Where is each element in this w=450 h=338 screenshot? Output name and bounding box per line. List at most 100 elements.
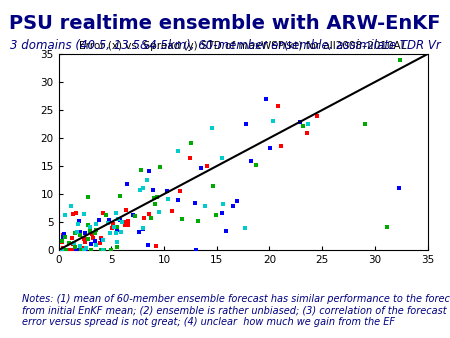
Point xyxy=(100,247,108,252)
Point xyxy=(187,155,194,160)
Point xyxy=(396,185,403,191)
Point xyxy=(164,196,171,201)
Point xyxy=(140,226,147,232)
Point xyxy=(66,247,73,252)
Point xyxy=(60,245,67,251)
Point xyxy=(138,167,145,172)
Point xyxy=(92,242,99,247)
Point xyxy=(71,240,78,245)
Point xyxy=(179,217,186,222)
Point xyxy=(116,193,123,199)
Point xyxy=(361,121,368,127)
Point xyxy=(72,247,79,252)
Point xyxy=(112,231,120,236)
Point xyxy=(146,169,153,174)
Point xyxy=(177,188,184,193)
Point xyxy=(81,247,88,252)
Point xyxy=(136,230,143,235)
Point xyxy=(69,236,76,241)
Point xyxy=(100,211,107,216)
Point xyxy=(81,236,88,241)
Point xyxy=(85,236,92,241)
Point xyxy=(222,229,230,234)
Point xyxy=(188,141,195,146)
Point xyxy=(117,218,124,223)
Point xyxy=(124,218,131,223)
Point xyxy=(136,187,144,193)
Point xyxy=(76,247,84,252)
Point xyxy=(89,231,96,236)
Point xyxy=(243,121,250,127)
Point xyxy=(156,164,163,169)
Text: 3 domains (40.5, 13.5&4.5km), 60-member ensemble, assimilate TDR Vr: 3 domains (40.5, 13.5&4.5km), 60-member … xyxy=(9,39,441,52)
Text: Notes: (1) mean of 60-member ensemble forecast has similar performance to the fo: Notes: (1) mean of 60-member ensemble fo… xyxy=(22,294,450,327)
Point xyxy=(124,181,131,187)
Point xyxy=(58,247,66,252)
Point xyxy=(92,230,99,235)
Point xyxy=(151,201,158,207)
Point xyxy=(58,247,65,252)
Point xyxy=(72,211,80,216)
Point xyxy=(248,159,255,164)
Point xyxy=(106,231,113,236)
Point xyxy=(168,208,176,214)
Point xyxy=(152,243,159,248)
Point xyxy=(108,247,115,252)
Point xyxy=(86,224,94,230)
Point xyxy=(219,210,226,215)
Point xyxy=(242,225,249,231)
Point xyxy=(210,183,217,189)
Point xyxy=(252,163,260,168)
Point xyxy=(93,228,100,233)
Point xyxy=(123,220,130,225)
Point xyxy=(68,247,75,252)
Point xyxy=(144,242,151,247)
Point xyxy=(304,121,311,126)
Point xyxy=(93,222,100,227)
Point xyxy=(262,97,270,102)
Point xyxy=(90,236,97,241)
Point xyxy=(58,247,65,252)
Point xyxy=(175,197,182,203)
Point xyxy=(110,224,117,229)
Point xyxy=(304,130,311,136)
Point xyxy=(78,247,85,252)
Point xyxy=(80,245,87,250)
Point xyxy=(62,234,69,239)
Point xyxy=(113,239,121,244)
Point xyxy=(97,240,104,246)
Point xyxy=(212,212,219,217)
Point xyxy=(58,238,65,244)
Point xyxy=(63,247,70,252)
Point xyxy=(201,203,208,209)
Point xyxy=(219,201,226,207)
Point xyxy=(274,103,282,108)
Point xyxy=(87,228,94,234)
Point xyxy=(70,241,77,247)
Point xyxy=(68,247,75,252)
Point xyxy=(269,119,276,124)
Point xyxy=(122,208,130,213)
Point xyxy=(76,218,83,223)
Point xyxy=(195,219,202,224)
Point xyxy=(140,185,147,190)
Point xyxy=(121,222,128,227)
Point xyxy=(114,224,121,230)
Point xyxy=(193,247,200,252)
Point xyxy=(76,232,83,238)
Point xyxy=(87,247,94,252)
Point xyxy=(132,213,139,218)
Point xyxy=(233,198,240,204)
Point xyxy=(208,125,215,131)
Point xyxy=(70,212,77,217)
Point xyxy=(82,239,89,244)
Point xyxy=(59,233,67,238)
Point xyxy=(108,225,115,231)
Point xyxy=(99,247,107,252)
Point xyxy=(84,222,91,227)
Point xyxy=(67,203,74,209)
Point xyxy=(58,247,65,252)
Point xyxy=(80,247,87,252)
Point xyxy=(95,217,103,222)
Point xyxy=(81,231,89,236)
